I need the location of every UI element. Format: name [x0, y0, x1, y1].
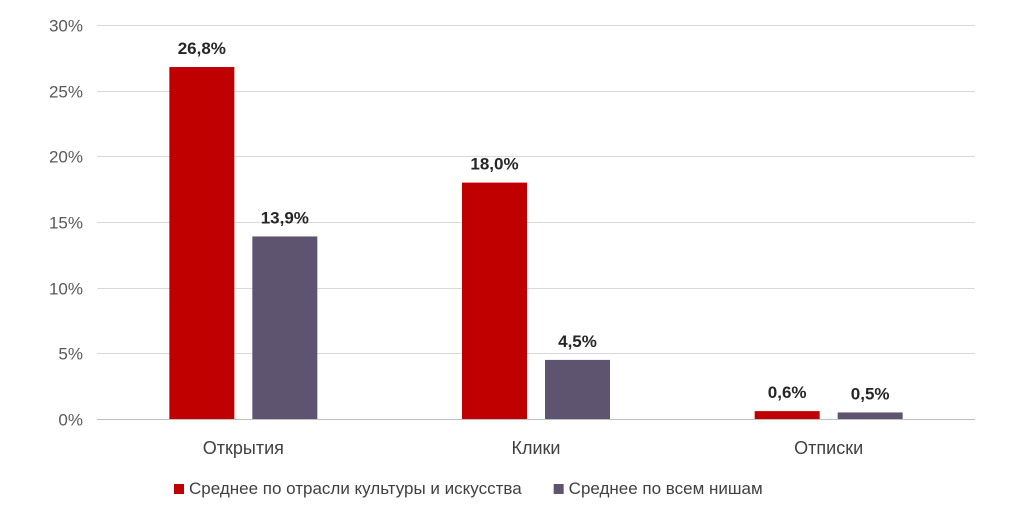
legend: Среднее по отрасли культуры и искусства С… [174, 479, 763, 498]
data-label: 26,8% [178, 39, 226, 58]
x-axis-ticks: Открытия Клики Отписки [203, 438, 863, 458]
y-axis-ticks: 0% 5% 10% 15% 20% 25% 30% [49, 17, 83, 430]
legend-label: Среднее по всем нишам [569, 479, 763, 498]
legend-swatch [174, 484, 184, 494]
x-tick-label: Открытия [203, 438, 284, 458]
bar [169, 67, 235, 419]
legend-label: Среднее по отрасли культуры и искусства [189, 479, 522, 498]
data-label: 0,5% [851, 384, 890, 403]
data-label: 0,6% [768, 383, 807, 402]
y-tick-label: 10% [49, 280, 83, 299]
bar [837, 412, 903, 419]
data-label: 4,5% [558, 332, 597, 351]
gridlines [97, 25, 975, 420]
y-tick-label: 15% [49, 214, 83, 233]
bar [252, 236, 318, 419]
y-tick-label: 25% [49, 83, 83, 102]
y-tick-label: 20% [49, 148, 83, 167]
x-tick-label: Клики [512, 438, 561, 458]
data-label: 13,9% [261, 208, 309, 227]
data-label: 18,0% [470, 155, 518, 174]
bar [754, 411, 820, 419]
legend-swatch [553, 484, 564, 494]
y-tick-label: 5% [58, 345, 83, 364]
x-tick-label: Отписки [794, 438, 863, 458]
bar [545, 359, 610, 419]
data-labels: 26,8% 13,9% 18,0% 4,5% 0,6% 0,5% [178, 39, 890, 403]
y-tick-label: 0% [58, 411, 83, 430]
y-tick-label: 30% [49, 17, 83, 36]
bar [462, 182, 527, 419]
bars [169, 67, 903, 419]
